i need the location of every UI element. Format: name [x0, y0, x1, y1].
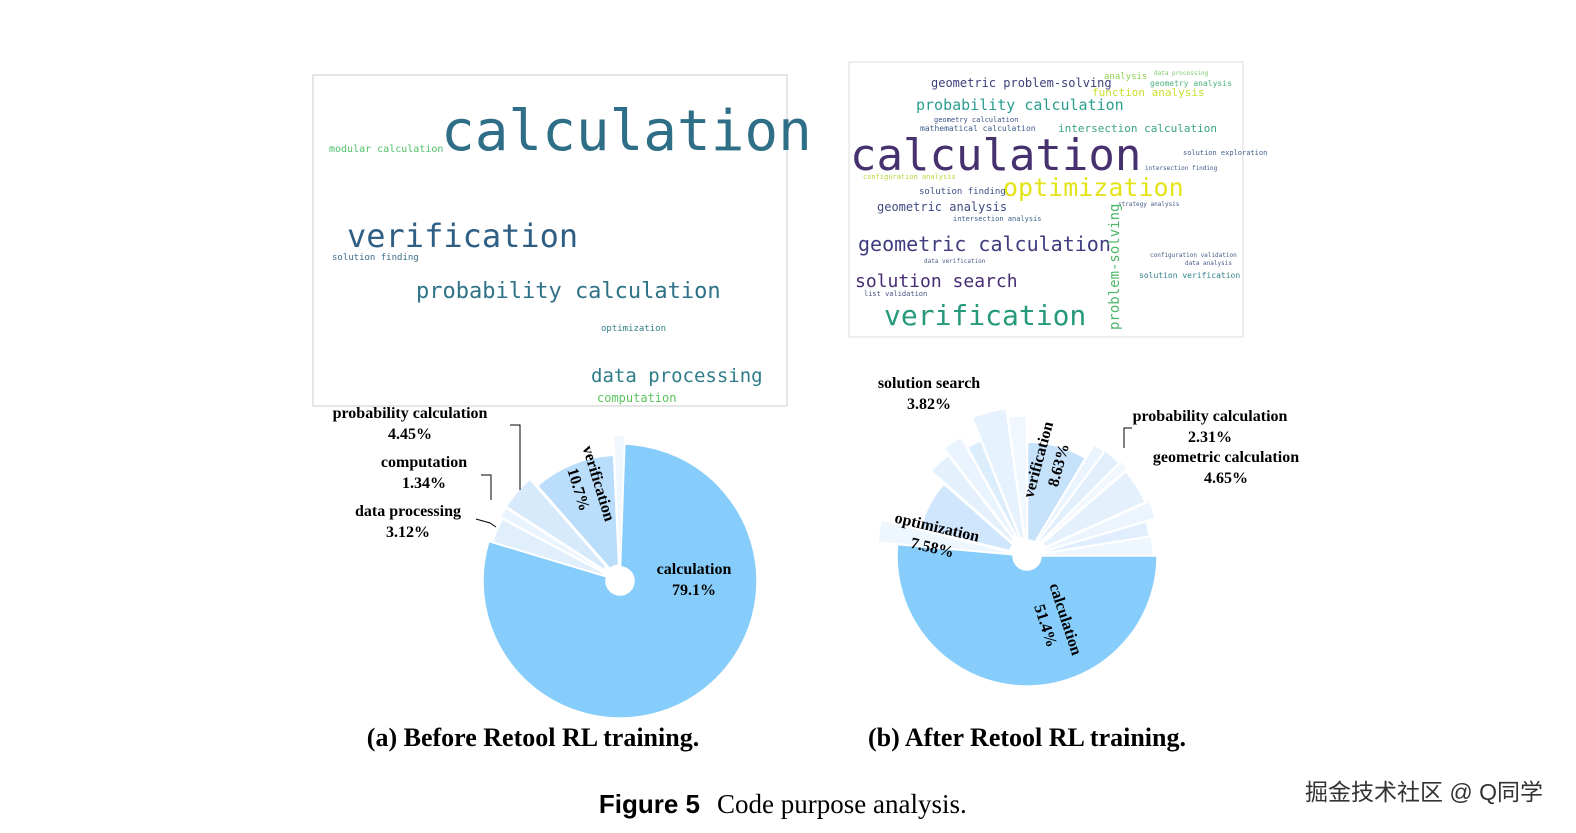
pie-slice [612, 434, 626, 562]
word-cloud-word: geometry analysis [1150, 79, 1232, 88]
slice-value: 1.34% [402, 475, 446, 492]
word-cloud-word: list validation [864, 290, 927, 298]
word-cloud-word: function analysis [1092, 86, 1205, 99]
word-cloud-word: optimization [601, 324, 666, 334]
slice-value: 3.12% [386, 524, 430, 541]
word-cloud-word: geometry calculation [934, 116, 1018, 124]
slice-label: geometric calculation 4.65% [1153, 449, 1299, 487]
pie-slice [876, 519, 1007, 555]
word-cloud-frame [848, 61, 1244, 338]
pie-slice [971, 407, 1025, 541]
word-cloud-word: mathematical calculation [920, 124, 1036, 133]
word-cloud-word: data processing [1154, 70, 1209, 77]
pie-slice [482, 443, 758, 719]
slice-value: 4.65% [1204, 470, 1248, 487]
pie-slice [1042, 500, 1157, 552]
word-cloud-word: calculation [441, 99, 812, 164]
pie-slice [1026, 441, 1087, 544]
word-cloud-word: solution verification [1139, 271, 1240, 280]
pie-slice [1040, 459, 1130, 544]
watermark: 掘金技术社区 @ Q同学 [1305, 779, 1543, 805]
word-cloud-word: computation [597, 391, 676, 405]
pie-slice [1041, 470, 1147, 549]
word-cloud-word: modular calculation [329, 144, 443, 155]
word-cloud-word: data verification [924, 258, 986, 265]
word-cloud-word: strategy analysis [1118, 201, 1180, 208]
slice-value: 79.1% [672, 582, 716, 599]
word-cloud-frame [312, 74, 788, 407]
slice-label: data processing 3.12% [355, 503, 461, 541]
pie-slice [491, 518, 605, 576]
pie-slice [1043, 535, 1154, 557]
word-cloud-word: geometric calculation [858, 232, 1111, 256]
pie-slice [966, 439, 1021, 540]
word-cloud-word: problem-solving [1107, 204, 1123, 330]
word-cloud-word: probability calculation [416, 279, 721, 304]
slice-category: data processing [355, 503, 461, 520]
word-cloud-word: configuration analysis [863, 173, 956, 181]
subcaption: (b) After Retool RL training. [868, 723, 1186, 752]
figure-caption: Code purpose analysis. [717, 789, 967, 819]
pie-slice [1007, 415, 1028, 537]
slice-label: solution search 3.82% [878, 375, 980, 413]
word-cloud-word: solution search [855, 271, 1018, 292]
word-cloud-word: solution finding [919, 187, 1006, 197]
pie-slice [505, 478, 608, 571]
word-cloud-word: geometric analysis [877, 200, 1007, 214]
word-cloud-word: optimization [1003, 173, 1184, 202]
pie-slice [930, 454, 1016, 544]
word-cloud-word: intersection finding [1145, 165, 1218, 172]
slice-category: computation [381, 454, 467, 471]
word-cloud-word: geometric problem-solving [931, 76, 1112, 90]
pie-slice [536, 454, 620, 570]
word-cloud-word: data processing [591, 365, 763, 387]
word-cloud-word: intersection calculation [1058, 122, 1217, 135]
word-cloud-word: analysis [1104, 72, 1147, 82]
slice-category: geometric calculation [1153, 449, 1299, 466]
slice-category: solution search [878, 375, 980, 392]
slice-category: probability calculation [1133, 408, 1288, 425]
leader-line [481, 474, 492, 500]
word-cloud-word: configuration validation [1150, 252, 1237, 259]
slice-label: probability calculation 2.31% [1133, 408, 1288, 446]
subcaption: (a) Before Retool RL training. [367, 723, 699, 752]
word-cloud-word: verification [884, 299, 1086, 332]
pie-slice [942, 436, 1017, 540]
word-cloud-word: verification [347, 217, 578, 255]
leader-line [1123, 427, 1132, 448]
slice-category: calculation [657, 561, 732, 578]
slice-label: computation 1.34% [381, 454, 467, 492]
word-cloud-word: probability calculation [916, 96, 1124, 114]
slice-category: probability calculation [333, 405, 488, 422]
word-cloud-word: intersection analysis [953, 215, 1042, 223]
slice-value: 3.82% [907, 396, 951, 413]
pie-slice [896, 543, 1158, 687]
figure-label: Figure 5 [599, 789, 700, 819]
word-cloud-word: solution exploration [1183, 149, 1267, 157]
slice-label: calculation 79.1% [657, 561, 732, 599]
slice-label: probability calculation 4.45% [333, 405, 488, 443]
leader-line [475, 518, 497, 528]
leader-line [510, 424, 521, 490]
word-cloud-word: calculation [850, 130, 1141, 181]
pie-slice [919, 483, 1014, 552]
word-cloud-word: data analysis [1185, 260, 1232, 267]
pie-slice [499, 506, 603, 572]
slice-value: 4.45% [388, 426, 432, 443]
word-cloud-word: solution finding [332, 253, 419, 263]
slice-value: 2.31% [1188, 429, 1232, 446]
